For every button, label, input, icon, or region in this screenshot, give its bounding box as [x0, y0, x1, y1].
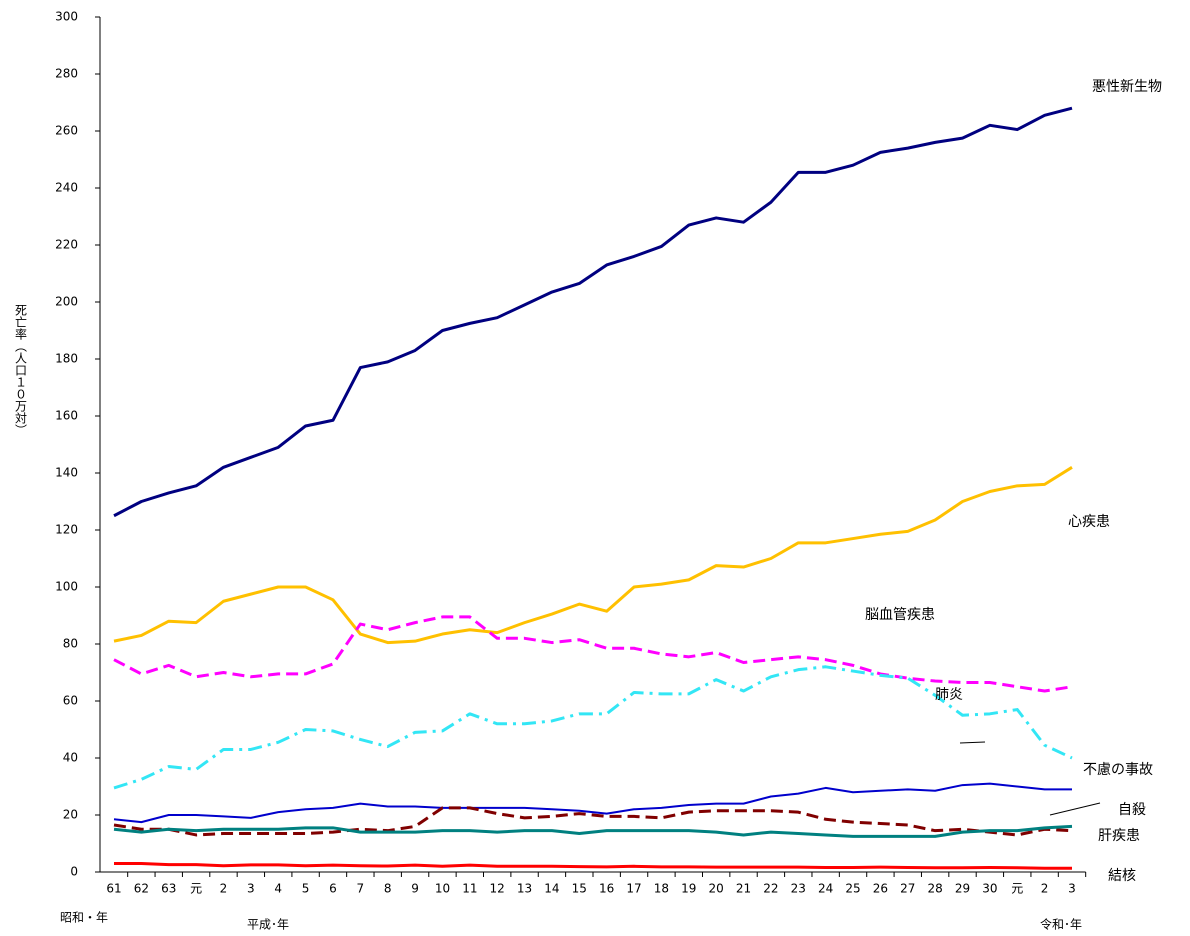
series-line [113, 806, 1073, 837]
series-line [113, 782, 1072, 824]
series-label: 悪性新生物 [1092, 79, 1162, 95]
x-tick-label: 27 [900, 882, 915, 896]
x-tick-label: 21 [736, 882, 751, 896]
y-tick-label: 160 [55, 409, 78, 423]
x-tick-label: 6 [329, 882, 337, 896]
series-label: 脳血管疾患 [865, 607, 935, 623]
x-tick-label: 8 [384, 882, 392, 896]
x-tick-label: 23 [791, 882, 806, 896]
era-label: 令和･年 [1040, 917, 1082, 932]
series-line [113, 824, 1073, 838]
y-tick-label: 60 [63, 694, 78, 708]
x-tick-label: 7 [357, 882, 365, 896]
leader-line [1049, 802, 1101, 816]
y-tick-label: 240 [55, 181, 78, 195]
series-label: 肝疾患 [1098, 828, 1140, 844]
x-tick-label: 14 [544, 882, 559, 896]
series-line [113, 665, 1073, 790]
x-tick-label: 2 [220, 882, 228, 896]
x-tick-label: 16 [599, 882, 614, 896]
y-tick-label: 0 [70, 865, 78, 879]
y-tick-label: 300 [55, 10, 78, 24]
y-tick-label: 220 [55, 238, 78, 252]
x-tick-label: 元 [1011, 882, 1023, 896]
series-line [113, 466, 1073, 645]
series-line [113, 615, 1073, 693]
y-tick-label: 80 [63, 637, 78, 651]
x-tick-label: 30 [982, 882, 997, 896]
x-tick-label: 10 [435, 882, 450, 896]
x-tick-label: 28 [928, 882, 943, 896]
era-label: 平成･年 [247, 918, 289, 932]
x-tick-label: 3 [1068, 882, 1076, 896]
y-axis-label: 死亡率（人口１０万対） [14, 304, 28, 436]
x-tick-label: 63 [161, 882, 176, 896]
x-tick-label: 15 [572, 882, 587, 896]
x-tick-label: 13 [517, 882, 532, 896]
x-tick-label: 18 [654, 882, 669, 896]
y-tick-label: 280 [55, 67, 78, 81]
x-tick-label: 11 [462, 882, 477, 896]
x-tick-label: 25 [845, 882, 860, 896]
x-tick-label: 2 [1041, 882, 1049, 896]
x-tick-label: 29 [955, 882, 970, 896]
series-label: 結核 [1108, 868, 1136, 884]
x-tick-label: 61 [106, 882, 121, 896]
x-tick-label: 22 [763, 882, 778, 896]
x-tick-label: 24 [818, 882, 833, 896]
series-line [114, 861, 1072, 870]
era-label: 昭和・年 [60, 911, 108, 925]
x-tick-label: 17 [626, 882, 641, 896]
x-tick-label: 26 [873, 882, 888, 896]
x-tick-label: 4 [274, 882, 282, 896]
leader-line [959, 741, 986, 744]
y-tick-label: 100 [55, 580, 78, 594]
x-tick-label: 19 [681, 882, 696, 896]
y-tick-label: 120 [55, 523, 78, 537]
x-tick-label: 12 [490, 882, 505, 896]
y-tick-label: 180 [55, 352, 78, 366]
series-label: 自殺 [1118, 802, 1146, 818]
x-tick-label: 5 [302, 882, 310, 896]
y-tick-label: 260 [55, 124, 78, 138]
x-tick-label: 62 [134, 882, 149, 896]
x-tick-label: 3 [247, 882, 255, 896]
x-tick-label: 元 [190, 882, 202, 896]
x-tick-label: 20 [709, 882, 724, 896]
y-tick-label: 140 [55, 466, 78, 480]
x-tick-label: 9 [411, 882, 419, 896]
series-label: 肺炎 [935, 687, 963, 703]
y-tick-label: 200 [55, 295, 78, 309]
y-tick-label: 20 [63, 808, 78, 822]
series-label: 不慮の事故 [1083, 762, 1153, 778]
y-tick-label: 40 [63, 751, 78, 765]
series-line [113, 106, 1073, 518]
series-label: 心疾患 [1068, 514, 1110, 530]
